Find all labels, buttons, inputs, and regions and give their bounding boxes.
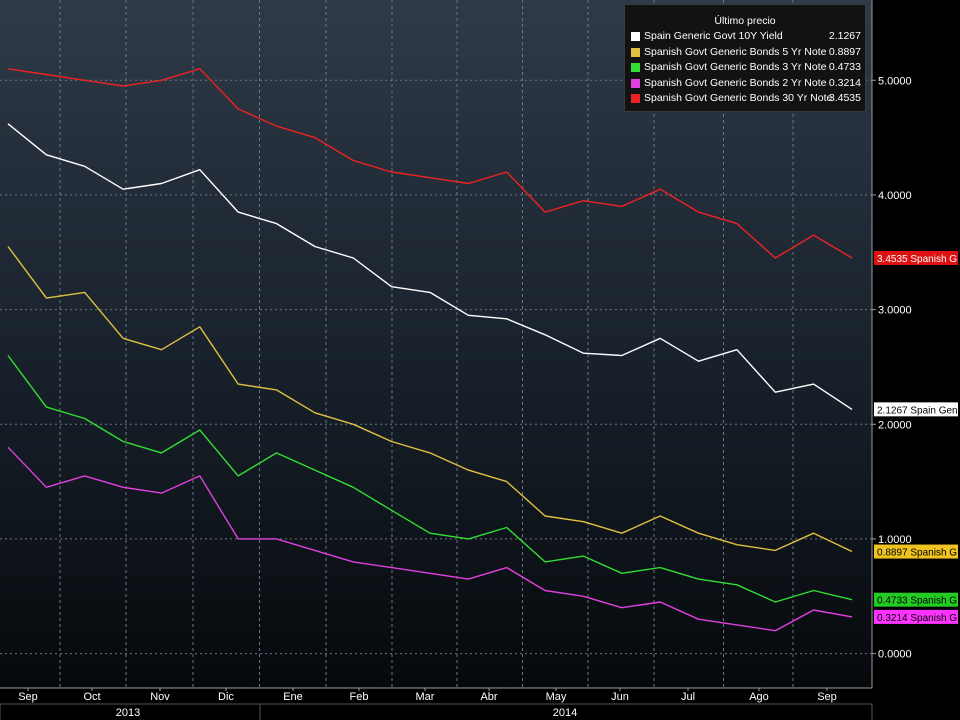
legend-swatch: [631, 78, 640, 88]
legend-series-name: Spanish Govt Generic Bonds 3 Yr Note: [644, 61, 827, 73]
legend-swatch: [631, 47, 640, 57]
series-line: [7, 446, 853, 632]
legend-title: Último precio: [714, 15, 776, 27]
year-label: 2013: [116, 707, 140, 719]
tag-label: 0.4733 Spanish G: [877, 596, 957, 607]
y-tick-label: 4.0000: [878, 190, 912, 202]
x-tick-label: Oct: [83, 691, 100, 703]
series-line: [7, 246, 853, 553]
legend-series-name: Spain Generic Govt 10Y Yield: [644, 30, 783, 42]
y-tick-label: 3.0000: [878, 305, 912, 317]
legend-series-name: Spanish Govt Generic Bonds 30 Yr Note: [644, 92, 833, 104]
legend-last-value: 0.8897: [828, 45, 861, 58]
x-tick-label: Sep: [817, 691, 837, 703]
horizontal-gridlines: [0, 79, 872, 655]
tag-label: 2.1267 Spain Gen: [877, 405, 958, 416]
y-tick-label: 2.0000: [878, 419, 912, 431]
x-tick-label: May: [546, 691, 567, 703]
y-axis-tick-labels: 0.0000 1.0000 2.0000 3.0000 4.0000 5.0000: [872, 75, 912, 661]
legend-last-value: 0.3214: [828, 76, 861, 89]
x-tick-label: Nov: [150, 691, 170, 703]
legend-item: Spanish Govt Generic Bonds 30 Yr Note 3.…: [625, 91, 865, 107]
series-line: [7, 68, 853, 259]
legend-last-value: 3.4535: [828, 92, 861, 104]
legend-item: Spanish Govt Generic Bonds 5 Yr Note 0.8…: [625, 45, 865, 61]
tag-label: 0.8897 Spanish G: [877, 548, 957, 559]
tag-background: [874, 609, 958, 624]
x-tick-label: Sep: [18, 691, 38, 703]
legend-item: Spanish Govt Generic Bonds 2 Yr Note 0.3…: [625, 76, 865, 92]
year-label: 2014: [553, 707, 577, 719]
x-tick-label: Ene: [283, 691, 303, 703]
tag-background: [874, 251, 958, 265]
last-value-tags: 3.4535 Spanish G 2.1267 Spain Gen 0.8897 S…: [874, 251, 958, 624]
x-axis-tick-labels: Sep Oct Nov Dic Ene Feb Mar Abr May Jun Jul Ago Sep: [18, 688, 837, 703]
last-value-tag: 0.3214 Spanish G: [874, 609, 958, 624]
x-tick-label: Ago: [749, 691, 769, 703]
legend-swatch: [631, 32, 640, 41]
last-value-tag: 0.4733 Spanish G: [874, 592, 958, 607]
tag-label: 3.4535 Spanish G: [877, 254, 957, 265]
legend-item: Spain Generic Govt 10Y Yield 2.1267: [625, 29, 865, 45]
legend-swatch: [631, 94, 640, 103]
vertical-gridlines: [59, 0, 794, 688]
legend-item: Spanish Govt Generic Bonds 3 Yr Note 0.4…: [625, 60, 865, 76]
tag-background: [874, 544, 958, 559]
legend-last-value: 2.1267: [828, 30, 861, 42]
series-line: [7, 123, 853, 410]
last-value-tag: 0.8897 Spanish G: [874, 544, 958, 559]
x-tick-label: Feb: [350, 691, 369, 703]
x-tick-label: Jun: [611, 691, 629, 703]
tag-background: [874, 592, 958, 607]
x-tick-label: Mar: [416, 691, 435, 703]
last-value-tag: 2.1267 Spain Gen: [874, 402, 958, 417]
x-tick-label: Abr: [480, 691, 497, 703]
series-line: [7, 355, 853, 603]
legend-swatch: [631, 63, 640, 72]
series-lines: [7, 68, 853, 632]
legend-series-name: Spanish Govt Generic Bonds 5 Yr Note: [644, 45, 827, 58]
legend-series-name: Spanish Govt Generic Bonds 2 Yr Note: [644, 76, 827, 89]
plot-background: [0, 0, 872, 688]
legend-last-value: 0.4733: [828, 61, 861, 73]
tag-label: 0.3214 Spanish G: [877, 613, 957, 624]
x-tick-label: Dic: [218, 691, 234, 703]
tag-background: [874, 402, 958, 417]
y-tick-label: 5.0000: [878, 75, 912, 87]
last-value-tag: 3.4535 Spanish G: [874, 251, 958, 265]
y-tick-label: 1.0000: [878, 534, 912, 546]
x-axis-year-labels: 2013 2014: [0, 704, 873, 720]
x-tick-label: Jul: [681, 691, 695, 703]
chart-legend: Último precio Spain Generic Govt 10Y Yie…: [624, 4, 866, 112]
y-tick-label: 0.0000: [878, 649, 912, 661]
